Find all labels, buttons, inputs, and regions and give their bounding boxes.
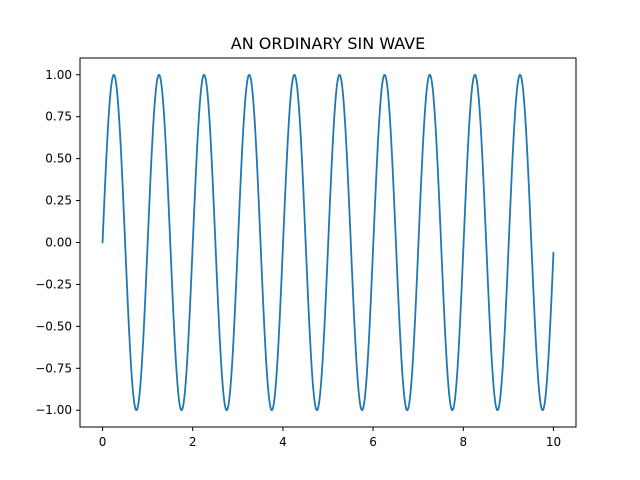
chart-title: AN ORDINARY SIN WAVE (231, 34, 425, 53)
y-tick-label: −0.50 (35, 319, 72, 333)
y-tick-label: 0.50 (45, 152, 72, 166)
y-tick-label: 1.00 (45, 68, 72, 82)
x-tick-label: 4 (279, 435, 287, 449)
y-tick-label: 0.75 (45, 110, 72, 124)
y-tick-label: −0.25 (35, 277, 72, 291)
x-tick-label: 6 (369, 435, 377, 449)
x-tick-label: 0 (99, 435, 107, 449)
y-tick-label: 0.00 (45, 236, 72, 250)
y-tick-label: −0.75 (35, 361, 72, 375)
y-tick-label: −1.00 (35, 403, 72, 417)
series-line (101, 73, 555, 412)
y-axis: −1.00 −0.75 −0.50 −0.25 0.00 0.25 0.50 0.75 1.00 (35, 68, 80, 417)
x-axis: 0 2 4 6 8 10 (99, 427, 561, 449)
y-tick-label: 0.25 (45, 194, 72, 208)
plot-area (101, 73, 555, 412)
x-tick-label: 2 (189, 435, 197, 449)
x-tick-label: 8 (459, 435, 467, 449)
x-tick-label: 10 (546, 435, 561, 449)
